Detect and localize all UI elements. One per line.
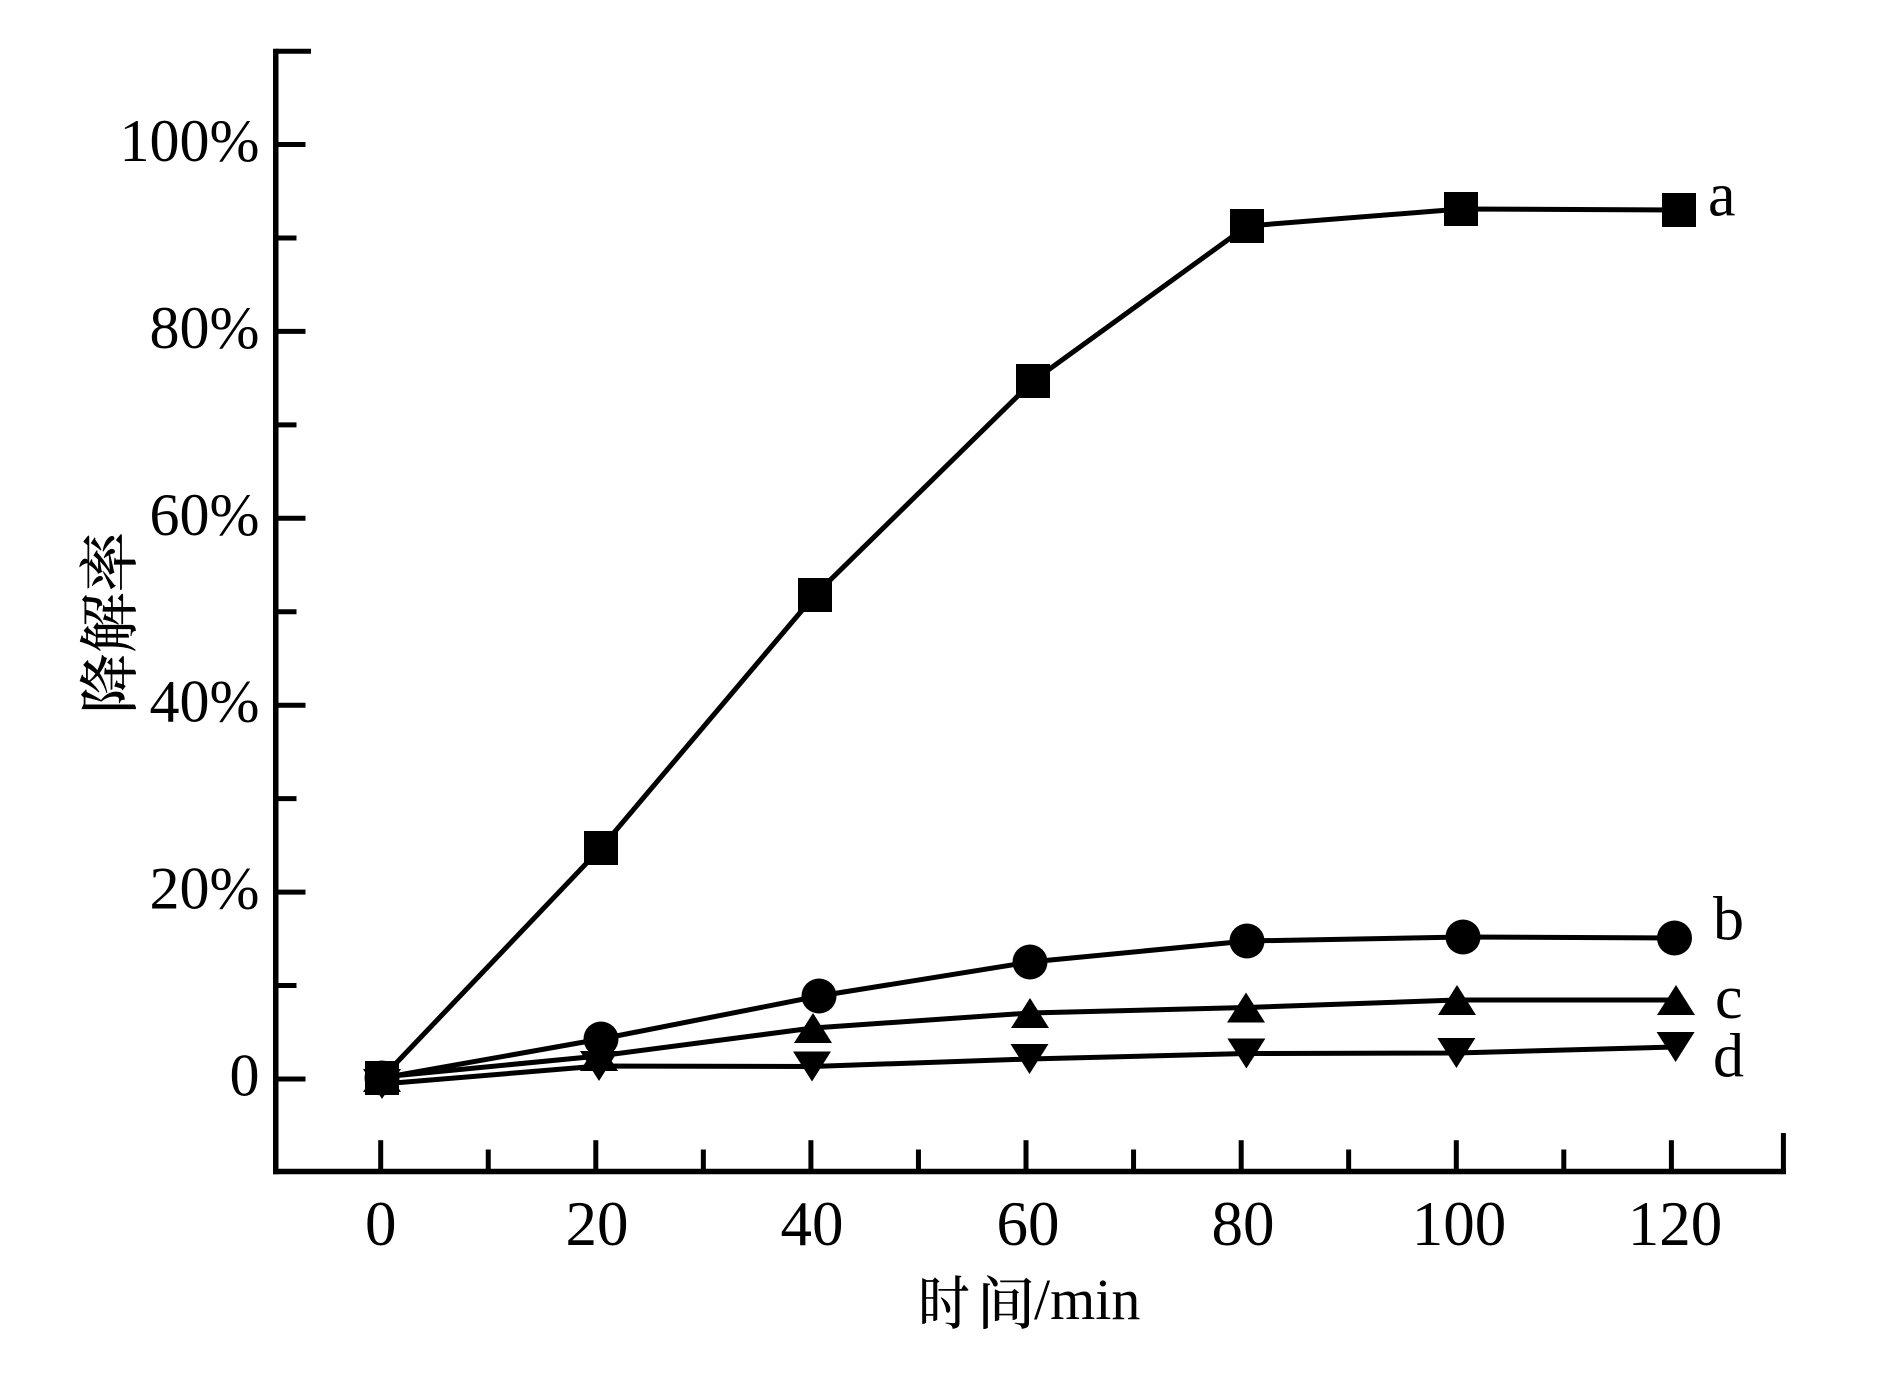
svg-text:b: b	[1713, 886, 1744, 954]
svg-text:120: 120	[1628, 1189, 1723, 1259]
svg-text:a: a	[1708, 162, 1736, 230]
svg-text:40%: 40%	[150, 669, 260, 735]
svg-text:0: 0	[365, 1189, 397, 1259]
svg-text:c: c	[1715, 964, 1743, 1032]
svg-text:20: 20	[566, 1189, 629, 1259]
svg-text:0: 0	[230, 1043, 260, 1109]
svg-text:/min: /min	[1034, 1267, 1140, 1332]
svg-text:100: 100	[1412, 1189, 1507, 1259]
svg-text:40: 40	[781, 1189, 844, 1259]
svg-text:60: 60	[997, 1189, 1060, 1259]
svg-text:20%: 20%	[150, 856, 260, 922]
svg-text:60%: 60%	[150, 482, 260, 548]
svg-text:d: d	[1713, 1023, 1744, 1091]
svg-text:100%: 100%	[120, 108, 260, 174]
svg-text:80%: 80%	[150, 295, 260, 361]
svg-text:80: 80	[1212, 1189, 1275, 1259]
